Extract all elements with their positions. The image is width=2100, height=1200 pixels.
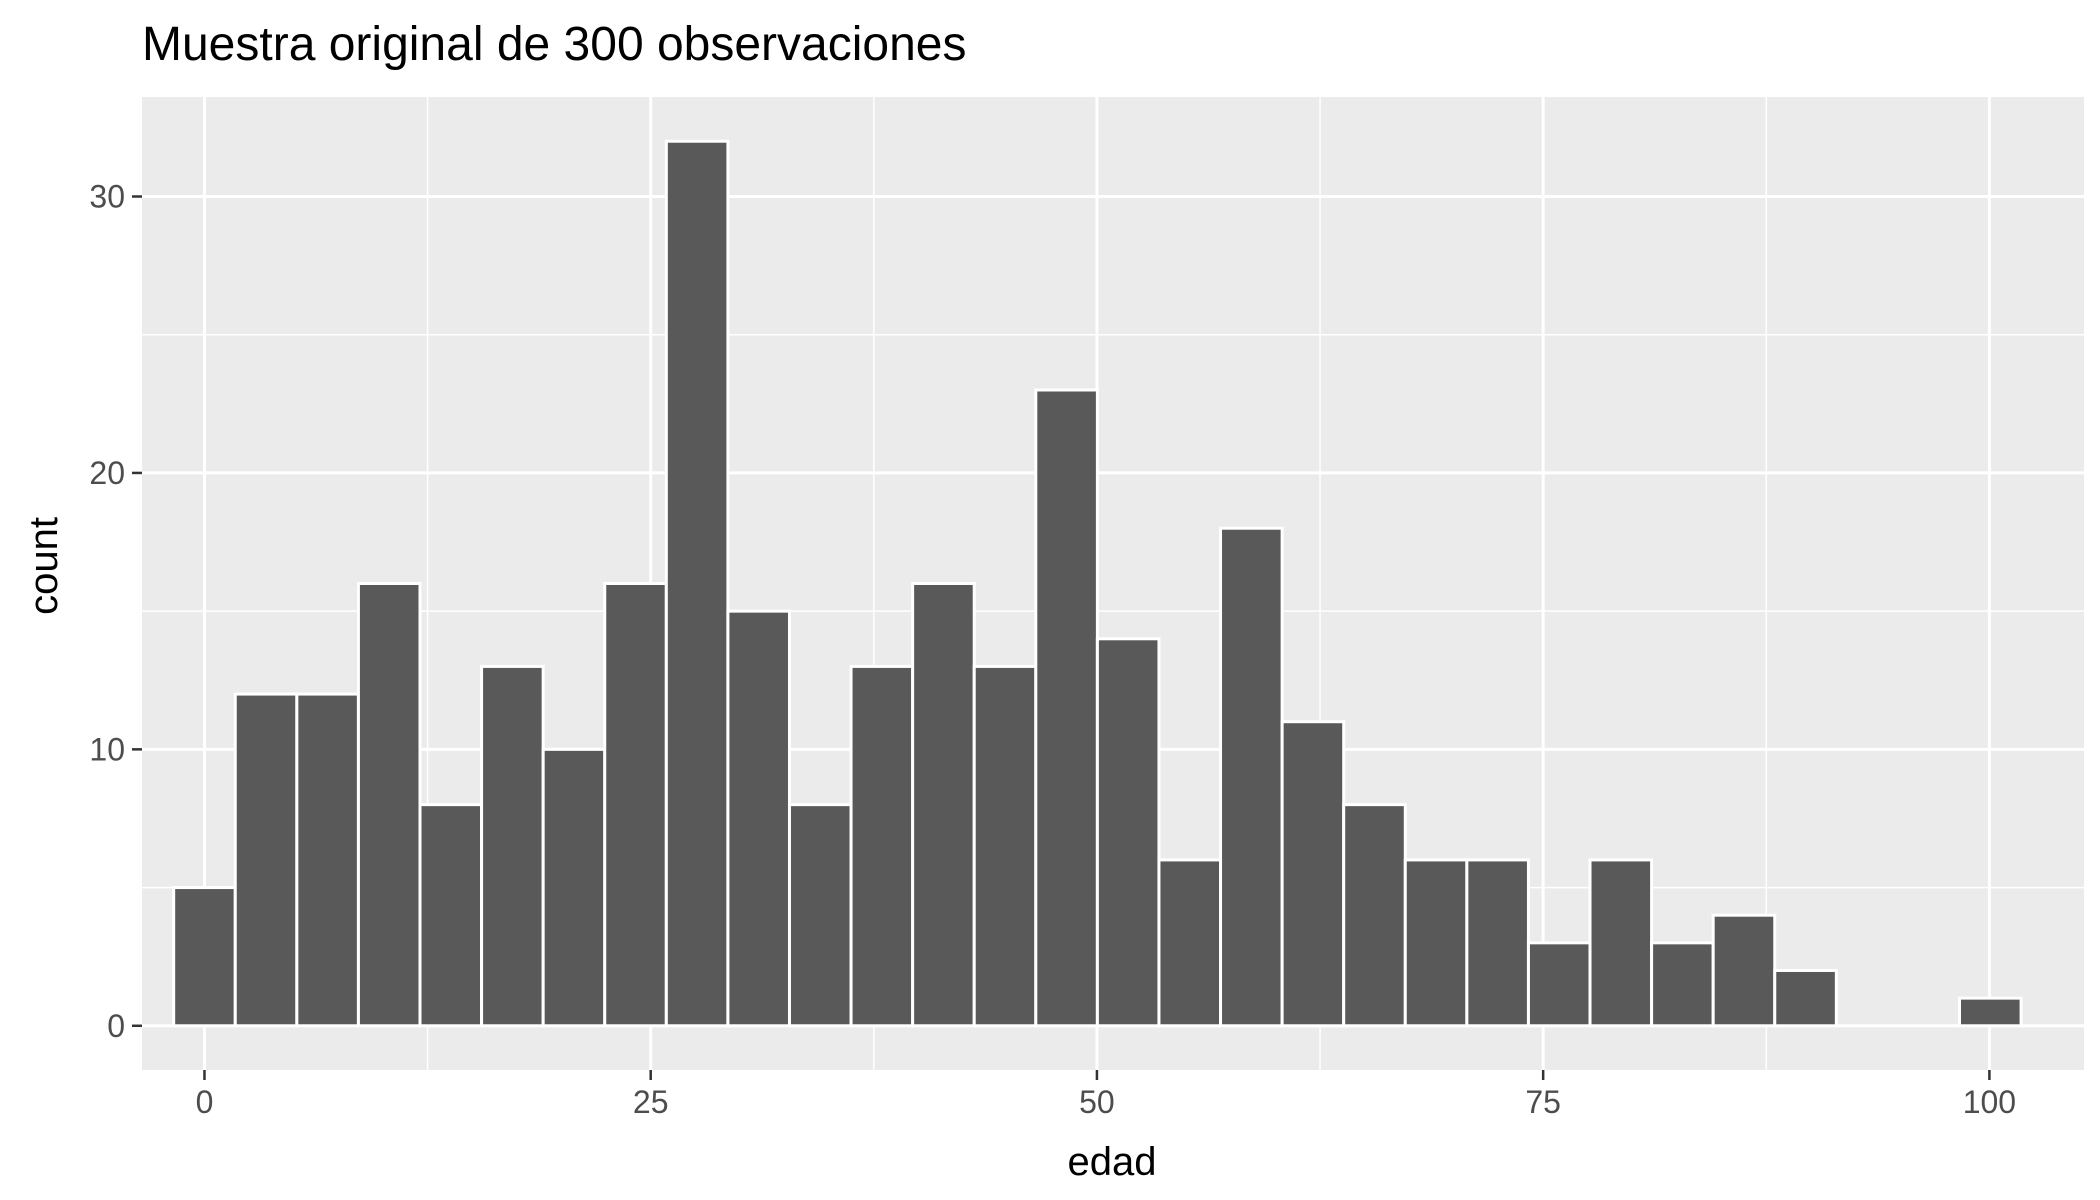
x-tick-label: 100 xyxy=(1963,1084,2016,1120)
histogram-bar xyxy=(664,139,730,1028)
x-tick-label: 25 xyxy=(633,1084,669,1120)
y-tick-label: 0 xyxy=(107,1008,125,1044)
y-tick-label: 20 xyxy=(89,455,125,491)
y-tick-label: 30 xyxy=(89,179,125,215)
x-axis-title: edad xyxy=(1068,1140,1157,1184)
histogram-bar xyxy=(603,582,668,1028)
histogram-bar xyxy=(1465,858,1530,1028)
y-axis: 0 10 20 30 xyxy=(89,179,142,1044)
x-tick-label: 0 xyxy=(196,1084,214,1120)
histogram-bar xyxy=(1403,858,1469,1028)
histogram-bar xyxy=(1095,637,1161,1028)
histogram-bar xyxy=(356,582,422,1028)
y-axis-title: count xyxy=(22,517,66,615)
histogram-bar xyxy=(233,692,299,1028)
y-tick-label: 10 xyxy=(89,731,125,767)
x-axis: 0 25 50 75 100 xyxy=(196,1070,2016,1120)
histogram-bar xyxy=(1219,526,1284,1028)
histogram-bar xyxy=(1773,968,1838,1028)
x-tick-label: 75 xyxy=(1525,1084,1561,1120)
histogram-bar xyxy=(418,803,484,1028)
histogram-bar xyxy=(480,664,545,1028)
histogram-bar xyxy=(1342,803,1407,1028)
histogram-bar xyxy=(1711,913,1777,1028)
histogram-bar xyxy=(1157,858,1223,1028)
x-tick-label: 50 xyxy=(1079,1084,1115,1120)
histogram-bar xyxy=(1588,858,1654,1028)
minor-gridlines xyxy=(142,97,2084,1070)
histogram-bar xyxy=(541,747,607,1028)
histogram-bar xyxy=(172,886,237,1028)
histogram-bar xyxy=(849,664,915,1028)
histogram-bar xyxy=(295,692,360,1028)
histogram-bar xyxy=(911,582,976,1028)
histogram-bar xyxy=(1650,941,1715,1028)
histogram-bars xyxy=(172,139,2023,1028)
histogram-bar xyxy=(1280,720,1346,1028)
histogram-bar xyxy=(1958,996,2023,1028)
histogram-bar xyxy=(787,803,853,1028)
histogram-bar xyxy=(726,609,791,1028)
chart-title: Muestra original de 300 observaciones xyxy=(142,18,966,71)
histogram-bar xyxy=(972,664,1038,1028)
histogram-bar xyxy=(1526,941,1592,1028)
histogram-bar xyxy=(1034,388,1099,1028)
